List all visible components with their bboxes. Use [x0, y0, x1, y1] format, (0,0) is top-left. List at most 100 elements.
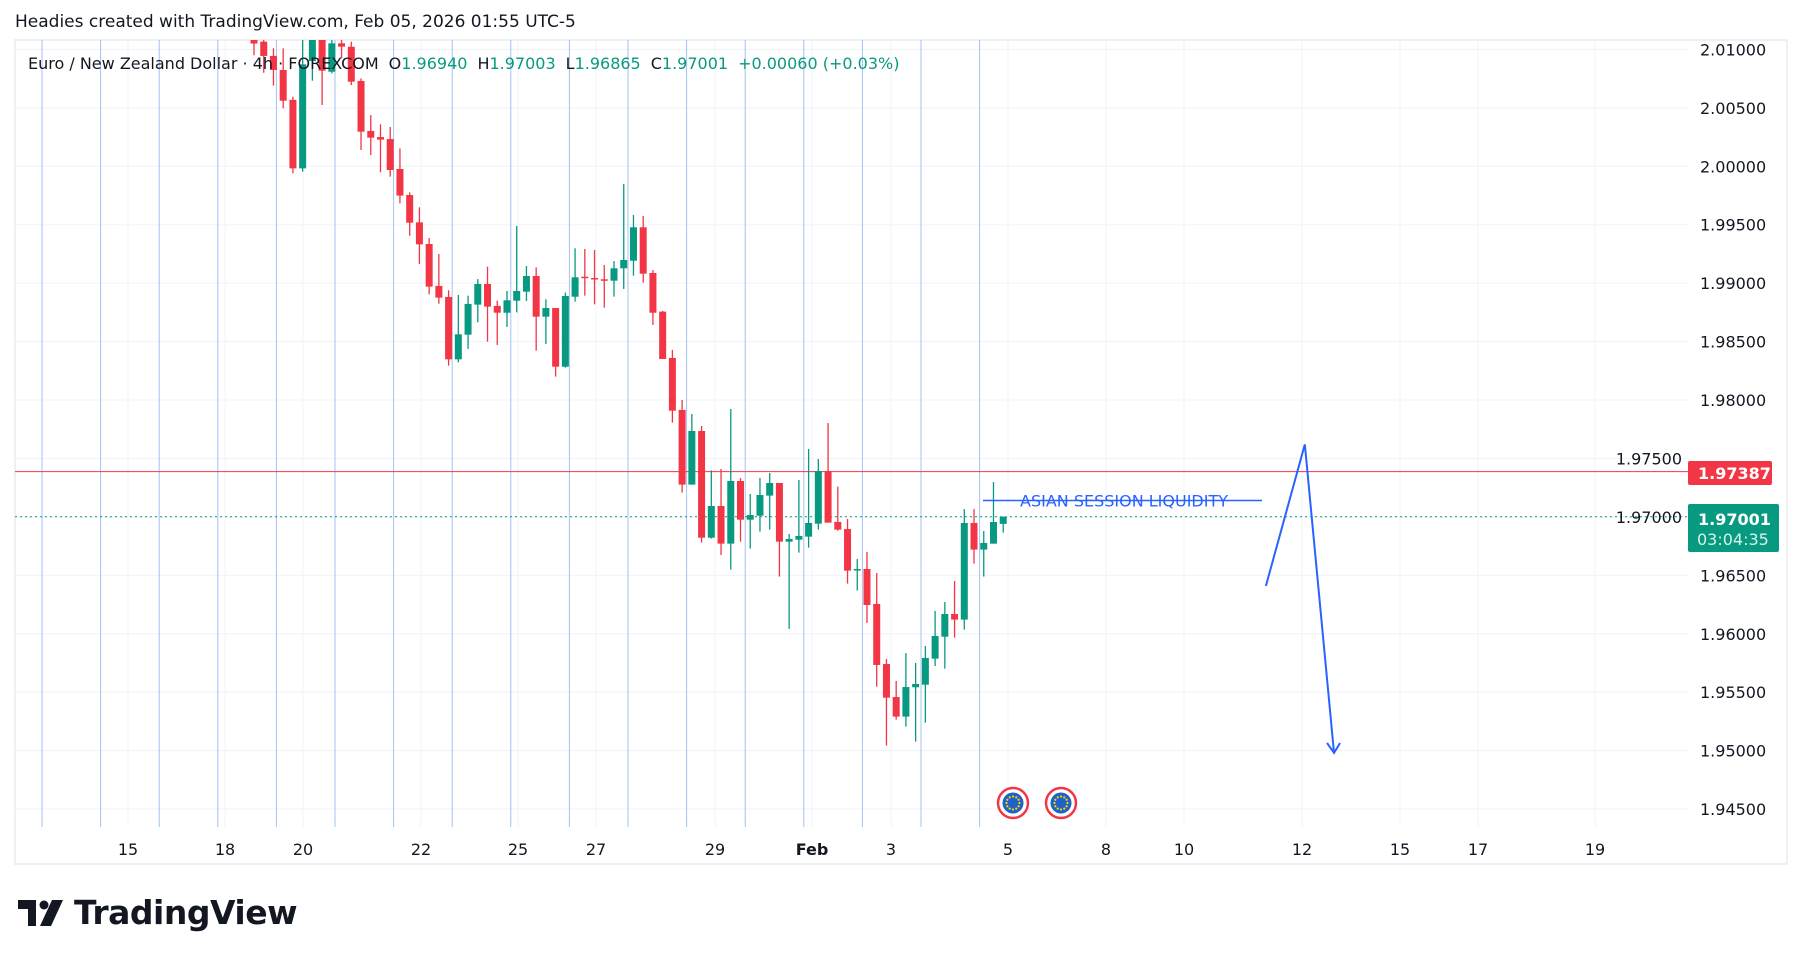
candle-body [902, 687, 910, 717]
eu-star [1059, 808, 1063, 811]
candle-body [474, 283, 482, 305]
eu-flag-disc [1002, 792, 1024, 814]
candle-down [289, 96, 297, 174]
candle-down [970, 509, 978, 564]
candle-body [571, 277, 579, 297]
asian-session-label[interactable]: ASIAN SESSION LIQUIDITY [1020, 492, 1228, 511]
candle-down [357, 78, 365, 151]
event-markers[interactable] [996, 786, 1078, 820]
candle-down [367, 114, 375, 156]
eu-star [1015, 807, 1018, 810]
candle-down [552, 308, 560, 377]
candle-down [250, 40, 258, 56]
candle-down [376, 124, 384, 173]
low-label: L [565, 54, 575, 73]
candle-up [989, 482, 997, 544]
logo-text: TradingView [74, 893, 298, 932]
candle-body [941, 613, 949, 637]
candle-body [795, 535, 803, 540]
candle-up [688, 414, 696, 485]
time-tick-label: Feb [796, 840, 829, 859]
eu-star [1066, 801, 1069, 805]
candle-body [260, 41, 268, 56]
candle-body [552, 308, 560, 367]
symbol-legend: Euro / New Zealand Dollar · 4h · FOREXCO… [28, 54, 899, 73]
candle-body [299, 64, 307, 169]
candle-body [775, 482, 783, 542]
candle-body [766, 482, 774, 496]
drawings[interactable]: ASIAN SESSION LIQUIDITY [983, 444, 1341, 755]
tradingview-logo[interactable]: TradingView [18, 893, 298, 932]
price-axis[interactable]: 2.01000 2.00500 2.00000 1.99500 1.99000 1.985… [1616, 40, 1766, 819]
time-tick-label: 12 [1292, 840, 1312, 859]
candle-body [756, 495, 764, 516]
candle-body [581, 276, 589, 279]
event-marker-eu[interactable] [996, 786, 1030, 820]
candle-down [532, 267, 540, 351]
candle-body [386, 139, 394, 171]
candle-down [279, 48, 287, 109]
symbol-name[interactable]: Euro / New Zealand Dollar · 4h · FOREXCO… [28, 54, 379, 73]
candle-down [445, 290, 453, 366]
candle-up [629, 215, 637, 276]
candle-down [406, 192, 414, 236]
candle-body [484, 283, 492, 307]
candle-body [639, 227, 647, 274]
time-tick-label: 15 [118, 840, 138, 859]
candle-down [338, 40, 346, 59]
candle-up [766, 472, 774, 530]
candle-body [873, 603, 881, 665]
candle-body [931, 635, 939, 659]
candle-down [600, 265, 608, 308]
eu-star [1017, 798, 1020, 801]
candle-body [347, 46, 355, 82]
candle-down [260, 40, 268, 73]
high-value: 1.97003 [489, 54, 556, 73]
eu-star [1065, 805, 1068, 808]
projection-path[interactable] [1264, 444, 1336, 754]
chart-frame [14, 39, 1788, 865]
candle-body [785, 538, 793, 542]
candle-up [299, 40, 307, 172]
candle-body [503, 300, 511, 313]
candle-body [522, 276, 530, 292]
time-tick-label: 29 [705, 840, 725, 859]
candle-down [668, 349, 676, 423]
candle-body [805, 522, 813, 537]
candle-body [960, 522, 968, 620]
candle-body [454, 334, 462, 360]
candle-down [649, 270, 657, 325]
eu-star [1063, 796, 1066, 799]
eu-star [1011, 808, 1015, 811]
candle-body [561, 295, 569, 367]
candle-body [707, 506, 715, 538]
high-label: H [477, 54, 490, 73]
attribution-header: Headies created with TradingView.com, Fe… [15, 12, 576, 32]
candle-down [484, 266, 492, 342]
candle-up [571, 248, 579, 302]
close-value: 1.97001 [661, 54, 729, 73]
candle-up [853, 558, 861, 591]
candle-down [386, 127, 394, 177]
time-tick-label: 27 [586, 840, 606, 859]
candle-up [522, 265, 530, 302]
candle-up [561, 292, 569, 368]
eu-star [1063, 807, 1066, 810]
candle-down [824, 423, 832, 523]
candle-up [454, 294, 462, 363]
level-price-text: 1.97387 [1698, 464, 1771, 483]
candle-body [989, 522, 997, 544]
candle-body [250, 40, 258, 44]
price-tick-label: 1.97000 [1616, 508, 1682, 527]
candle-down [951, 581, 959, 638]
time-axis[interactable]: 15 18 20 22 25 27 29 Feb 3 5 8 10 12 15 17 19 [118, 840, 1605, 859]
time-tick-label: 10 [1174, 840, 1194, 859]
event-marker-eu[interactable] [1044, 786, 1078, 820]
close-label: C [650, 54, 662, 73]
candle-down [659, 310, 667, 359]
candle-up [805, 448, 813, 548]
time-tick-label: 22 [411, 840, 431, 859]
countdown-text: 03:04:35 [1697, 530, 1769, 549]
candle-body [649, 272, 657, 313]
